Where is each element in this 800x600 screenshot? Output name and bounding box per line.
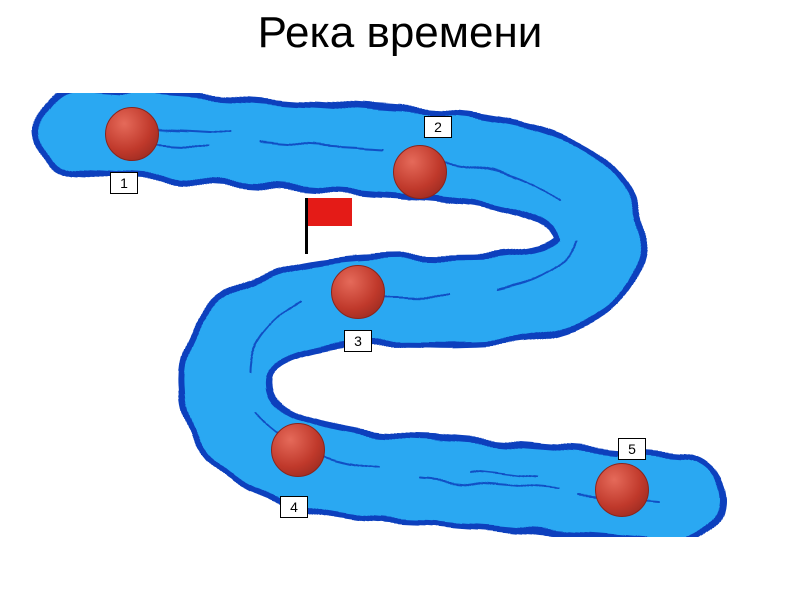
marker-label-5: 5 bbox=[618, 438, 646, 460]
marker-1 bbox=[105, 107, 159, 161]
marker-5 bbox=[595, 463, 649, 517]
river-shape bbox=[0, 0, 800, 600]
diagram-stage: Река времени bbox=[0, 0, 800, 600]
marker-label-1: 1 bbox=[110, 172, 138, 194]
marker-label-3: 3 bbox=[344, 330, 372, 352]
marker-3 bbox=[331, 265, 385, 319]
marker-label-2: 2 bbox=[424, 116, 452, 138]
marker-4 bbox=[271, 423, 325, 477]
marker-label-4: 4 bbox=[280, 496, 308, 518]
marker-2 bbox=[393, 145, 447, 199]
